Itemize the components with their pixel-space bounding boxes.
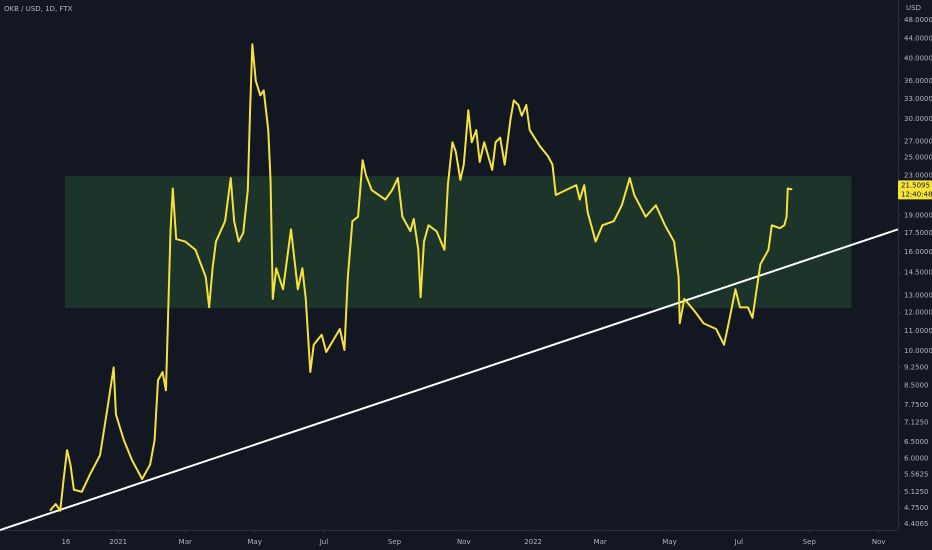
- y-tick-label: 48.0000: [904, 16, 932, 24]
- y-tick-label: 9.2500: [904, 363, 929, 371]
- y-tick-label: 36.0000: [904, 77, 932, 85]
- y-tick-label: 25.0000: [904, 154, 932, 162]
- countdown-label: 12:40:48: [901, 190, 932, 198]
- x-tick-label: May: [247, 538, 261, 546]
- y-unit: USD: [906, 4, 921, 12]
- y-tick-label: 5.1250: [904, 488, 929, 496]
- y-tick-label: 5.5625: [904, 471, 929, 479]
- y-tick-label: 6.0000: [904, 455, 929, 463]
- y-tick-label: 8.5000: [904, 381, 929, 389]
- y-tick-label: 23.0000: [904, 171, 932, 179]
- x-tick-label: Sep: [388, 538, 402, 546]
- y-tick-label: 40.0000: [904, 55, 932, 63]
- y-tick-label: 4.7500: [904, 504, 929, 512]
- y-tick-label: 16.0000: [904, 248, 932, 256]
- x-tick-label: Jul: [734, 538, 744, 546]
- last-price-label: 21.5095: [901, 181, 930, 189]
- y-tick-label: 14.5000: [904, 269, 932, 277]
- x-tick-label: 16: [61, 538, 70, 546]
- price-line: [49, 43, 793, 512]
- x-tick-label: Nov: [872, 538, 886, 546]
- y-tick-label: 11.0000: [904, 327, 932, 335]
- y-tick-label: 13.0000: [904, 292, 932, 300]
- y-tick-label: 44.0000: [904, 34, 932, 42]
- y-tick-label: 12.0000: [904, 309, 932, 317]
- y-tick-label: 33.0000: [904, 95, 932, 103]
- last-price-box: [898, 180, 932, 200]
- y-tick-label: 30.0000: [904, 115, 932, 123]
- y-tick-label: 7.1250: [904, 418, 929, 426]
- x-tick-label: May: [662, 538, 676, 546]
- x-tick-label: 2022: [524, 538, 542, 546]
- x-tick-label: Mar: [179, 538, 192, 546]
- x-tick-label: Sep: [803, 538, 817, 546]
- x-tick-label: Nov: [457, 538, 471, 546]
- y-tick-label: 19.0000: [904, 212, 932, 220]
- x-tick-label: Jul: [319, 538, 329, 546]
- y-tick-label: 10.0000: [904, 347, 932, 355]
- range-zone: [64, 176, 852, 309]
- y-tick-label: 27.0000: [904, 137, 932, 145]
- chart-title: OKB / USD, 1D, FTX: [4, 5, 73, 13]
- y-tick-label: 17.5000: [904, 229, 932, 237]
- trendline: [0, 228, 899, 531]
- y-tick-label: 7.7500: [904, 401, 929, 409]
- y-tick-label: 6.5000: [904, 438, 929, 446]
- y-tick-label: 4.4065: [904, 520, 929, 528]
- x-tick-label: 2021: [109, 538, 127, 546]
- x-tick-label: Mar: [594, 538, 607, 546]
